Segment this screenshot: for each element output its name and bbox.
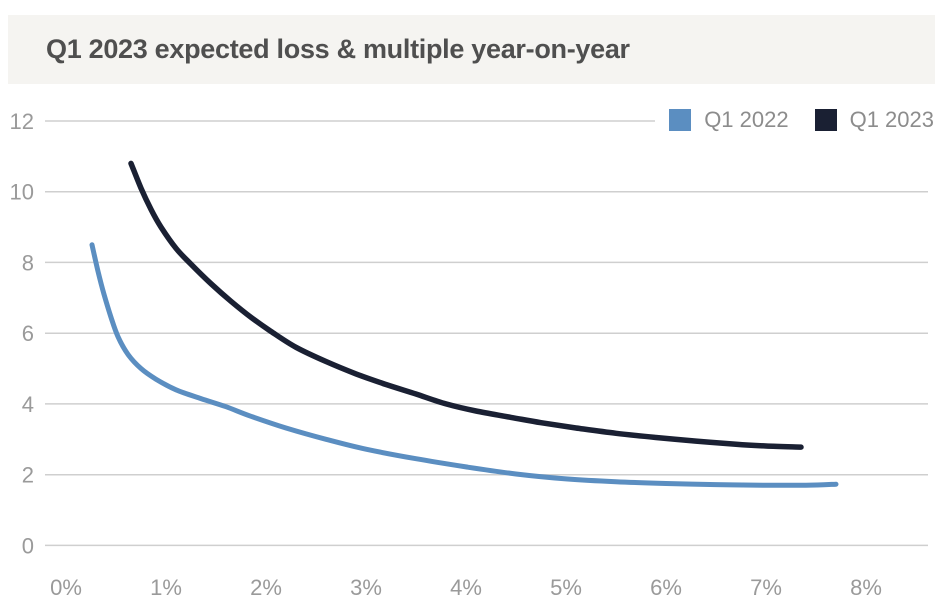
y-tick-label: 12 — [10, 109, 34, 134]
x-tick-label: 5% — [550, 575, 582, 600]
y-tick-label: 6 — [22, 321, 34, 346]
x-tick-label: 1% — [150, 575, 182, 600]
series-line-q1-2022 — [89, 242, 839, 488]
x-tick-label: 7% — [750, 575, 782, 600]
legend-label-q1-2022: Q1 2022 — [704, 107, 789, 132]
y-tick-label: 10 — [10, 180, 34, 205]
x-tick-label: 6% — [650, 575, 682, 600]
legend: Q1 2022 Q1 2023 — [655, 104, 934, 136]
x-tick-label: 2% — [250, 575, 282, 600]
x-tick-label: 3% — [350, 575, 382, 600]
series-line-q1-2023 — [128, 160, 804, 450]
y-tick-label: 0 — [22, 533, 34, 558]
legend-swatch-q1-2023-icon — [814, 109, 837, 131]
legend-item-q1-2023: Q1 2023 — [814, 107, 934, 133]
legend-label-q1-2023: Q1 2023 — [849, 107, 934, 132]
chart-title: Q1 2023 expected loss & multiple year-on… — [46, 34, 630, 64]
y-tick-label: 4 — [22, 392, 34, 417]
x-tick-label: 0% — [50, 575, 82, 600]
y-tick-label: 8 — [22, 250, 34, 275]
x-tick-label: 8% — [850, 575, 882, 600]
legend-item-q1-2022: Q1 2022 — [669, 107, 789, 133]
legend-swatch-q1-2022-icon — [669, 109, 692, 131]
y-tick-label: 2 — [22, 463, 34, 488]
x-tick-label: 4% — [450, 575, 482, 600]
chart-title-banner: Q1 2023 expected loss & multiple year-on… — [8, 15, 935, 84]
